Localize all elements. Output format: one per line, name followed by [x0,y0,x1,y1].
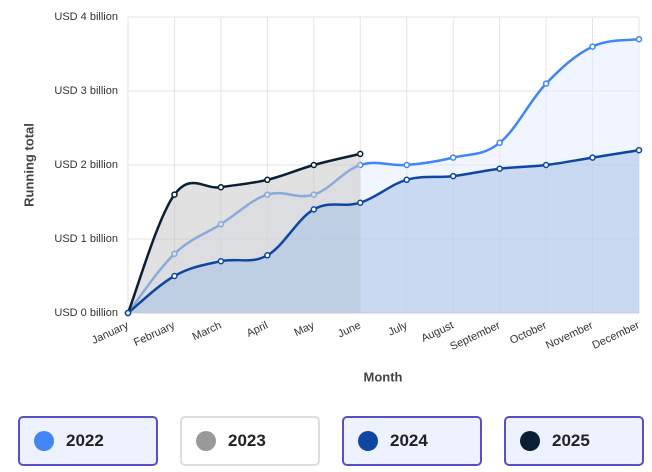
legend-label: 2024 [390,431,428,450]
data-point [589,43,596,50]
legend-swatch [196,431,216,451]
legend-item[interactable]: 2025 [504,416,644,466]
data-point [171,272,178,280]
x-tick-label: June [336,319,363,340]
data-point [496,165,503,172]
legend: 2022 2023 2024 2025 [0,416,652,470]
series-area [128,150,639,313]
data-point [357,199,364,206]
y-tick-label: USD 2 billion [54,159,118,171]
chart: Month Running total USD 0 billion USD 1 b… [21,11,643,384]
y-tick-label: USD 3 billion [54,85,118,97]
y-tick-label: USD 1 billion [54,233,118,245]
legend-label: 2025 [552,431,590,450]
data-point [542,80,550,87]
data-point [264,176,271,184]
legend-item[interactable]: 2022 [18,416,158,466]
legend-item[interactable]: 2023 [180,416,320,466]
x-tick-label: September [448,319,502,353]
legend-label: 2023 [228,431,266,450]
data-point [403,161,410,169]
data-point [496,139,503,147]
x-tick-label: July [386,319,409,338]
x-axis-title: Month [364,369,403,384]
data-point [217,183,225,191]
y-axis-title: Running total [21,123,36,207]
x-tick-label: February [132,319,177,349]
x-tick-label: December [590,319,641,351]
data-point [635,35,643,43]
data-point [357,150,364,158]
x-tick-label: November [544,319,595,351]
x-tick-label: March [191,319,224,343]
data-point [635,146,643,154]
data-point [217,257,225,265]
data-point [171,191,178,198]
x-tick-label: January [90,319,131,347]
data-point [310,161,318,169]
y-tick-label: USD 4 billion [54,11,118,23]
legend-label: 2022 [66,431,104,450]
legend-item[interactable]: 2024 [342,416,482,466]
data-point [310,206,318,213]
data-point [449,172,457,180]
data-point [264,252,271,259]
data-point [124,309,132,317]
legend-swatch [34,431,54,451]
data-point [589,154,596,161]
y-tick-label: USD 0 billion [54,307,118,319]
legend-swatch [358,431,378,451]
data-point [403,176,410,184]
legend-swatch [520,431,540,451]
data-point [542,161,550,169]
data-point [449,154,457,161]
x-tick-label: April [245,319,270,339]
x-tick-label: October [508,319,549,347]
x-tick-label: May [292,319,316,339]
